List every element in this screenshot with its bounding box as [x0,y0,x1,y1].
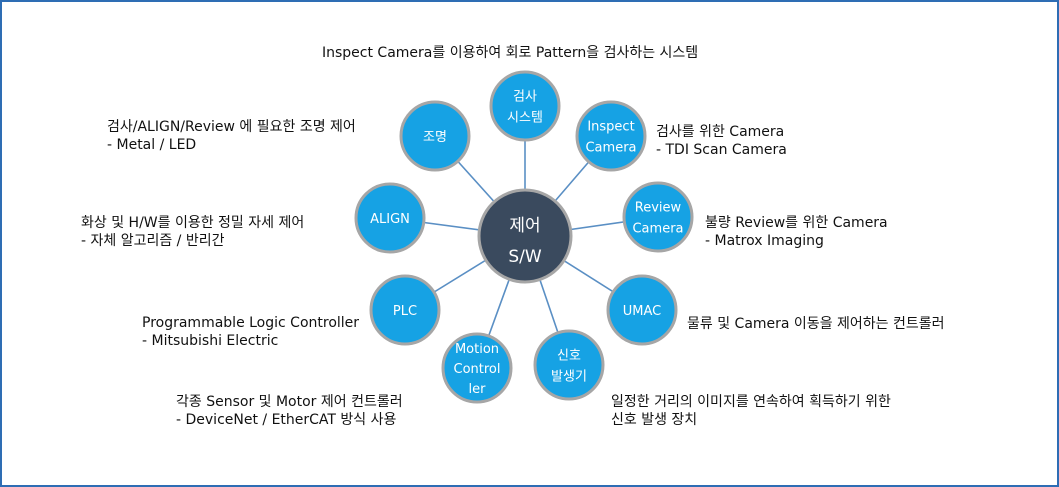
node-label: 발생기 [551,370,587,385]
desc-signal-generator: 일정한 거리의 이미지를 연속하여 획득하기 위한 신호 발생 장치 [611,393,891,429]
node-circle [575,100,647,172]
desc-line: 일정한 거리의 이미지를 연속하여 획득하기 위한 [611,394,891,410]
desc-line: 물류 및 Camera 이동을 제어하는 컨트롤러 [687,316,945,332]
center-node: 제어 S/W [477,188,573,284]
node-plc: PLC [369,274,441,346]
node-circle [533,329,605,401]
center-label-line2: S/W [508,247,542,267]
desc-inspection-system: Inspect Camera를 이용하여 회로 Pattern을 검사하는 시스… [322,44,698,62]
desc-inspect-camera: 검사를 위한 Camera - TDI Scan Camera [656,123,787,159]
node-align: ALIGN [354,182,426,254]
node-label: PLC [393,304,417,319]
desc-line: 신호 발생 장치 [611,412,698,428]
desc-line: - Metal / LED [107,137,197,153]
node-circle [354,182,426,254]
node-circle [369,274,441,346]
desc-plc: Programmable Logic Controller - Mitsubis… [142,314,359,350]
desc-line: - 자체 알고리즘 / 반리간 [81,233,225,249]
desc-line: 검사/ALIGN/Review 에 필요한 조명 제어 [107,119,356,135]
node-circle [489,70,561,142]
node-circle [441,332,513,404]
desc-line: 각종 Sensor 및 Motor 제어 컨트롤러 [176,394,403,410]
node-label: 검사 [513,90,537,105]
desc-line: Programmable Logic Controller [142,315,360,331]
desc-line: - Matrox Imaging [705,233,824,249]
desc-review-camera: 불량 Review를 위한 Camera - Matrox Imaging [705,214,888,250]
node-umac: UMAC [606,274,678,346]
node-lighting: 조명 [399,100,471,172]
desc-line: - Mitsubishi Electric [142,333,279,349]
node-review-camera: Review Camera [622,181,694,253]
node-label: Review [635,201,682,216]
node-label: ALIGN [370,212,410,227]
desc-line: Inspect Camera를 이용하여 회로 Pattern을 검사하는 시스… [322,45,699,61]
node-label: Camera [585,141,636,156]
node-motion-controller: Motion Control ler [441,332,513,404]
desc-line: 검사를 위한 Camera [656,124,785,140]
node-circle [399,100,471,172]
node-inspect-camera: Inspect Camera [575,100,647,172]
node-label: 신호 [557,349,581,364]
desc-line: 화상 및 H/W를 이용한 정밀 자세 제어 [81,215,305,231]
desc-line: - DeviceNet / EtherCAT 방식 사용 [176,412,397,428]
desc-align: 화상 및 H/W를 이용한 정밀 자세 제어 - 자체 알고리즘 / 반리간 [81,214,304,250]
node-label: Motion [455,342,499,357]
desc-line: 불량 Review를 위한 Camera [705,215,888,231]
node-label: 조명 [423,130,447,145]
node-circle [606,274,678,346]
node-circle [622,181,694,253]
node-label: Camera [632,222,683,237]
desc-lighting: 검사/ALIGN/Review 에 필요한 조명 제어 - Metal / LE… [107,118,356,154]
desc-umac: 물류 및 Camera 이동을 제어하는 컨트롤러 [687,315,945,333]
node-label: Inspect [587,120,634,135]
center-circle [477,188,573,284]
node-label: ler [469,382,487,397]
node-label: 시스템 [507,111,543,126]
desc-line: - TDI Scan Camera [656,142,787,158]
node-label: UMAC [623,304,661,319]
desc-motion-controller: 각종 Sensor 및 Motor 제어 컨트롤러 - DeviceNet / … [176,393,403,429]
node-label: Control [454,362,501,377]
center-label-line1: 제어 [509,216,540,236]
